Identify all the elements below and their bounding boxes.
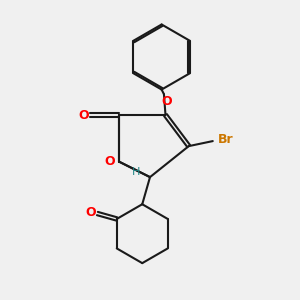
Text: O: O xyxy=(85,206,96,219)
Text: Br: Br xyxy=(218,134,234,146)
Text: O: O xyxy=(162,95,172,109)
Text: H: H xyxy=(132,167,140,177)
Text: O: O xyxy=(104,155,115,168)
Text: O: O xyxy=(79,109,89,122)
